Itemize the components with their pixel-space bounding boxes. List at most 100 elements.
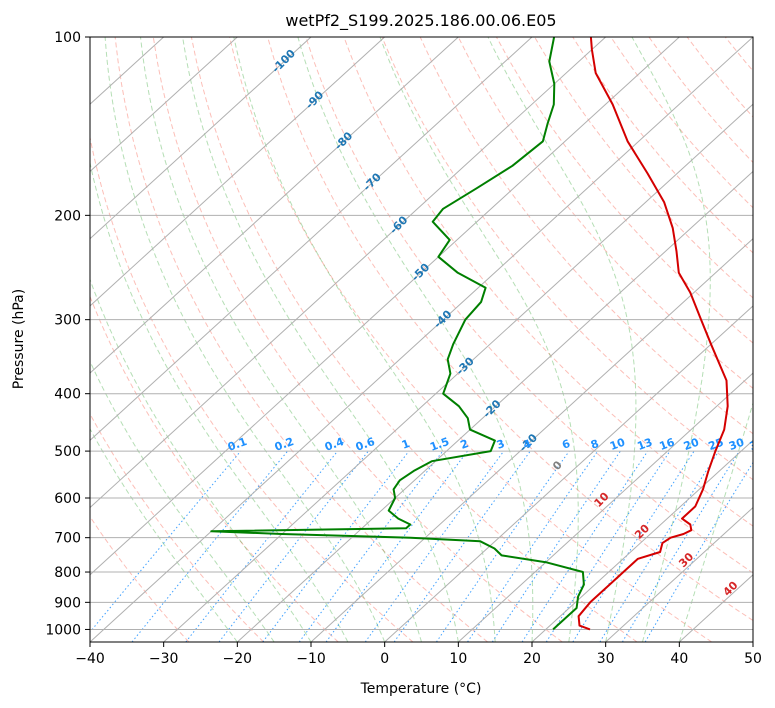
y-axis-label: Pressure (hPa): [11, 289, 27, 389]
isotherm: [90, 37, 312, 240]
dry-adiabat: [457, 37, 753, 389]
dry-adiabat-label: 40: [721, 579, 741, 599]
dry-adiabat: [114, 37, 488, 642]
isotherm: [605, 506, 753, 642]
temperature-profile: [577, 37, 729, 631]
mixing-ratio-line: [599, 450, 720, 642]
mixing-ratio-label: 4: [521, 437, 533, 452]
mixing-ratio-label: 2: [459, 437, 471, 452]
x-tick-label: 20: [523, 651, 541, 667]
dry-adiabat: [152, 37, 563, 642]
isotherm: [90, 37, 680, 576]
dry-adiabat: [724, 37, 753, 72]
moist-adiabat: [487, 37, 637, 642]
dry-adiabat: [763, 37, 775, 642]
mixing-ratio-line: [435, 450, 570, 642]
isotherm: [90, 37, 386, 307]
isotherm: [384, 305, 753, 642]
moist-adiabat: [631, 37, 711, 642]
dry-adiabat: [229, 37, 712, 642]
moist-adiabat: [90, 427, 238, 642]
mixing-ratio-label: 1.5: [428, 435, 451, 454]
isotherm: [90, 37, 459, 374]
dry-adiabats: [90, 37, 775, 642]
dry-adiabat-label: 30: [676, 550, 696, 570]
isotherm: [531, 439, 753, 642]
dry-adiabat: [190, 37, 638, 642]
isotherm: [310, 237, 753, 642]
dry-adiabat: [686, 37, 753, 118]
mixing-ratio-label: 36: [748, 436, 767, 454]
x-tick-label: −20: [223, 651, 253, 667]
mixing-ratio-lines: [90, 450, 753, 642]
isotherms: [90, 37, 753, 642]
dry-adiabat: [90, 295, 339, 642]
mixing-ratio-label: 6: [560, 437, 572, 452]
mixing-ratio-label: 8: [589, 437, 601, 452]
x-tick-label: 30: [597, 651, 615, 667]
y-tick-label: 100: [54, 30, 81, 46]
x-tick-label: 10: [449, 651, 467, 667]
moist-adiabat: [104, 37, 386, 642]
dry-adiabat: [572, 37, 753, 254]
mixing-ratio-line: [521, 450, 649, 642]
isotherm: [752, 641, 753, 642]
dry-adiabat-label: 20: [632, 521, 652, 541]
moist-adiabat: [90, 278, 312, 642]
dry-adiabat: [90, 412, 264, 642]
moist-adiabat: [182, 37, 459, 642]
moist-adiabats: [90, 37, 753, 642]
x-tick-label: 40: [670, 651, 688, 667]
dry-adiabat: [419, 37, 753, 435]
mixing-ratio-label: 30: [727, 436, 746, 454]
mixing-ratio-line: [325, 450, 468, 642]
isotherm: [90, 37, 607, 509]
mixing-ratio-line: [364, 450, 505, 642]
y-tick-label: 600: [54, 491, 81, 507]
dry-adiabat: [305, 37, 753, 574]
mixing-ratio-line: [185, 450, 338, 642]
dry-adiabat-label: 10: [592, 490, 612, 510]
plot-area: -100-90-80-70-60-50-40-30-20-100.1 0.2 0.4…: [90, 37, 775, 642]
mixing-ratio-line: [262, 450, 410, 642]
dry-adiabat: [495, 37, 753, 344]
x-tick-label: 0: [380, 651, 389, 667]
isotherm: [90, 37, 753, 642]
moist-adiabat: [678, 401, 753, 642]
dry-adiabat: [267, 37, 753, 622]
dry-adiabat: [534, 37, 753, 299]
profiles: [210, 37, 729, 631]
mixing-ratio-label: 1: [400, 437, 412, 452]
y-tick-label: 700: [54, 531, 81, 547]
mixing-ratio-line: [131, 450, 288, 642]
x-tick-label: −10: [296, 651, 326, 667]
y-tick-label: 300: [54, 313, 81, 329]
y-tick-label: 800: [54, 565, 81, 581]
y-tick-label: 400: [54, 387, 81, 403]
dry-adiabat: [343, 37, 753, 527]
moist-adiabat: [297, 37, 534, 642]
mixing-ratio-label: 16: [658, 436, 677, 454]
mixing-ratio-label: 10: [608, 436, 627, 454]
mixing-ratio-line: [545, 450, 671, 642]
mixing-ratio-label: 13: [635, 436, 654, 453]
isotherm: [236, 170, 753, 642]
isotherm-label: -100: [269, 47, 298, 76]
mixing-ratio-line: [298, 450, 444, 642]
moist-adiabat: [90, 360, 275, 642]
mixing-ratio-line: [467, 450, 599, 642]
dry-adiabat: [610, 37, 753, 209]
mixing-ratio-label: 0.1: [226, 435, 249, 454]
mixing-ratio-line: [491, 450, 621, 642]
y-tick-label: 200: [54, 208, 81, 224]
dry-adiabat: [648, 37, 753, 164]
x-axis-label: Temperature (°C): [360, 681, 482, 697]
dry-adiabat: [381, 37, 753, 481]
mixing-ratio-line: [621, 450, 740, 642]
mixing-ratio-label: 0.4: [323, 435, 346, 454]
isotherm: [163, 103, 753, 642]
x-tick-label: 50: [744, 651, 762, 667]
mixing-ratio-label: 20: [682, 436, 701, 454]
moist-adiabat: [233, 37, 496, 642]
